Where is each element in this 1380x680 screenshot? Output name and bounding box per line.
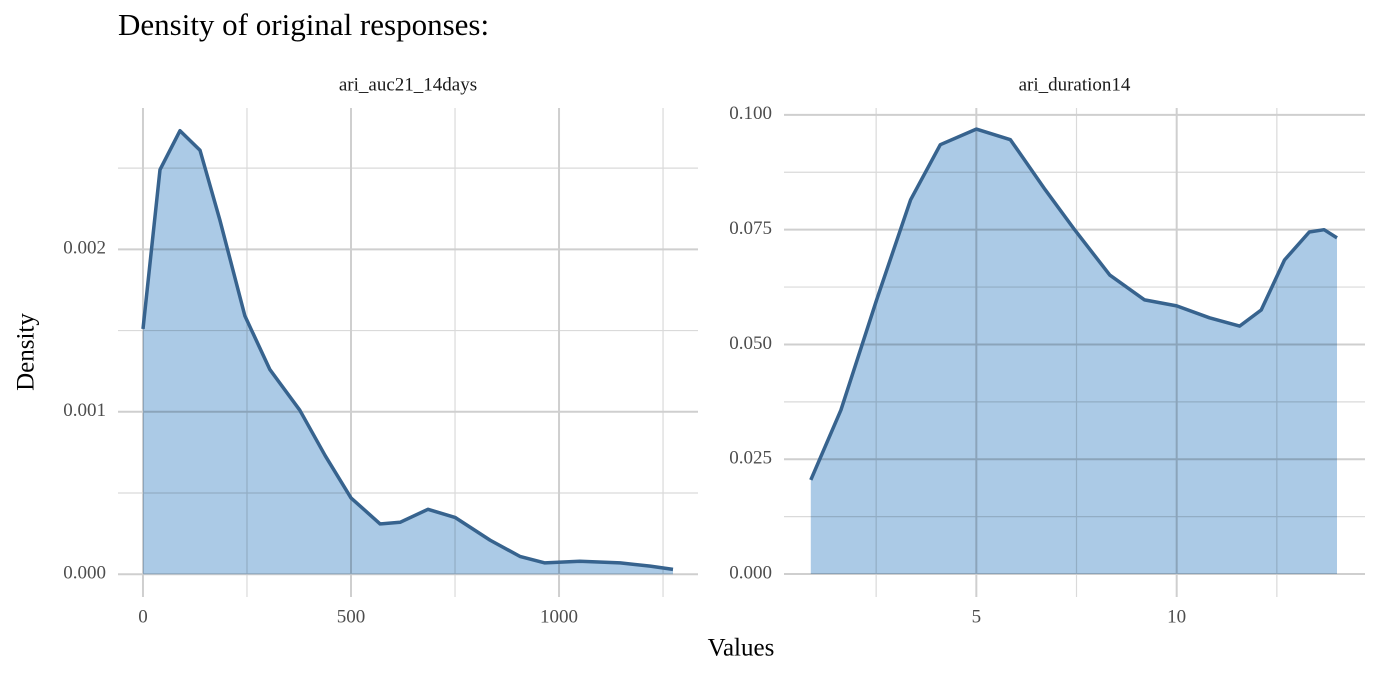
x-tick-label: 5 — [972, 606, 982, 627]
y-tick-label: 0.050 — [729, 333, 772, 354]
x-tick-label: 1000 — [540, 606, 578, 627]
y-tick-label: 0.002 — [63, 238, 106, 259]
chart-title: Density of original responses: — [118, 7, 489, 42]
x-tick-label: 0 — [138, 606, 148, 627]
density-area — [810, 129, 1337, 575]
facet-title: ari_auc21_14days — [339, 74, 477, 95]
y-tick-label: 0.075 — [729, 218, 772, 239]
x-tick-label: 500 — [337, 606, 366, 627]
density-line — [809, 127, 1338, 481]
x-tick-label: 10 — [1167, 606, 1186, 627]
y-tick-label: 0.025 — [729, 448, 772, 469]
density-area — [143, 130, 673, 575]
y-tick-label: 0.000 — [729, 562, 772, 583]
y-tick-label: 0.001 — [63, 400, 106, 421]
y-tick-label: 0.000 — [63, 563, 106, 584]
density-line — [141, 128, 674, 572]
facet-title: ari_duration14 — [1019, 74, 1131, 95]
x-axis-label: Values — [708, 635, 775, 662]
y-tick-label: 0.100 — [729, 103, 772, 124]
y-axis-label: Density — [13, 313, 40, 391]
